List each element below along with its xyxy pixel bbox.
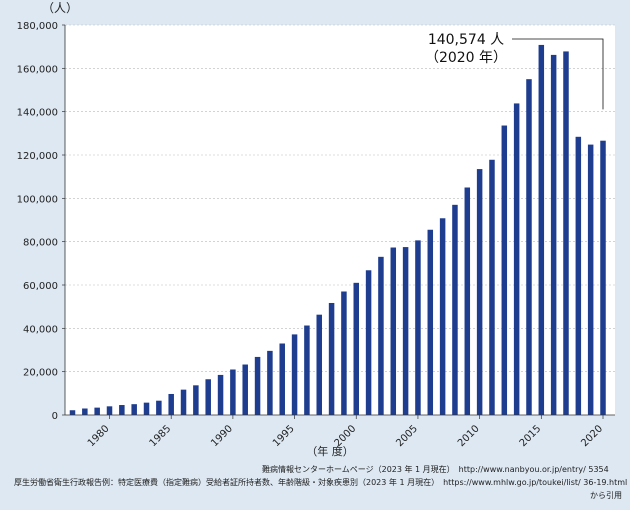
- bar-2007: [439, 218, 446, 415]
- y-tick-label: 160,000: [17, 64, 58, 75]
- bar-2003: [390, 247, 397, 415]
- source-line-3: から引用: [590, 491, 622, 500]
- peak-annotation: 140,574 人 （2020 年）: [425, 32, 604, 110]
- bar-1978: [82, 408, 88, 415]
- bar-1990: [230, 369, 236, 415]
- plot-area: [65, 25, 615, 415]
- bar-1989: [217, 374, 224, 415]
- bar-1984: [156, 400, 162, 415]
- bar-2018: [575, 136, 582, 416]
- bar-1981: [119, 405, 125, 415]
- bar-2017: [563, 51, 569, 416]
- y-tick-label: 120,000: [17, 151, 58, 162]
- annotation-year: （2020 年）: [425, 50, 507, 66]
- y-tick-label: 60,000: [23, 281, 58, 292]
- y-tick-label: 20,000: [23, 368, 58, 379]
- x-axis-label: （年 度）: [306, 444, 354, 458]
- bar-2015: [538, 44, 545, 416]
- bar-1985: [168, 393, 174, 415]
- bar-2006: [427, 229, 434, 415]
- bar-1996: [304, 325, 310, 415]
- y-tick-label: 140,000: [17, 108, 58, 119]
- bar-1988: [205, 379, 211, 415]
- bar-1994: [279, 343, 285, 415]
- bar-2012: [501, 125, 508, 415]
- bar-1998: [328, 302, 335, 415]
- bar-1995: [291, 334, 298, 415]
- bar-2004: [402, 247, 409, 415]
- bar-1983: [143, 402, 150, 415]
- bar-2019: [587, 144, 594, 415]
- bar-2001: [365, 270, 372, 415]
- bar-2010: [476, 169, 483, 415]
- bar-2014: [526, 79, 532, 416]
- y-tick-label: 0: [52, 411, 58, 422]
- bar-2020: [600, 140, 606, 415]
- bar-2009: [464, 187, 471, 415]
- bar-1979: [94, 407, 100, 415]
- bar-2011: [489, 159, 495, 415]
- y-tick-label: 100,000: [17, 194, 58, 205]
- annotation-value: 140,574 人: [428, 32, 504, 48]
- bar-1987: [193, 385, 199, 415]
- y-tick-label: 40,000: [23, 324, 58, 335]
- bar-2005: [415, 240, 421, 415]
- bar-2000: [353, 282, 360, 415]
- bar-1977: [69, 410, 76, 415]
- bar-1982: [131, 404, 137, 415]
- annotation-leader-line: [512, 38, 604, 110]
- bar-2016: [550, 54, 557, 416]
- bar-1999: [341, 291, 347, 415]
- source-line-2: 厚生労働省衛生行政報告例：特定医療費（指定難病）受給者証所持者数、年齢階級・対象…: [14, 478, 628, 487]
- bar-1993: [267, 350, 273, 415]
- bar-1991: [242, 364, 248, 415]
- y-tick-label: 80,000: [23, 238, 58, 249]
- y-axis-label: （人）: [42, 1, 78, 15]
- bar-2013: [513, 103, 520, 416]
- y-tick-label: 180,000: [17, 21, 58, 32]
- bar-2002: [378, 256, 384, 415]
- bar-2008: [452, 204, 458, 415]
- bar-1980: [106, 406, 113, 415]
- bars: [69, 44, 606, 416]
- bar-1992: [254, 356, 261, 415]
- bar-1997: [316, 314, 322, 415]
- source-line-1: 難病情報センターホームページ（2023 年 1 月現在） http://www.…: [262, 465, 609, 474]
- bar-1986: [180, 389, 187, 415]
